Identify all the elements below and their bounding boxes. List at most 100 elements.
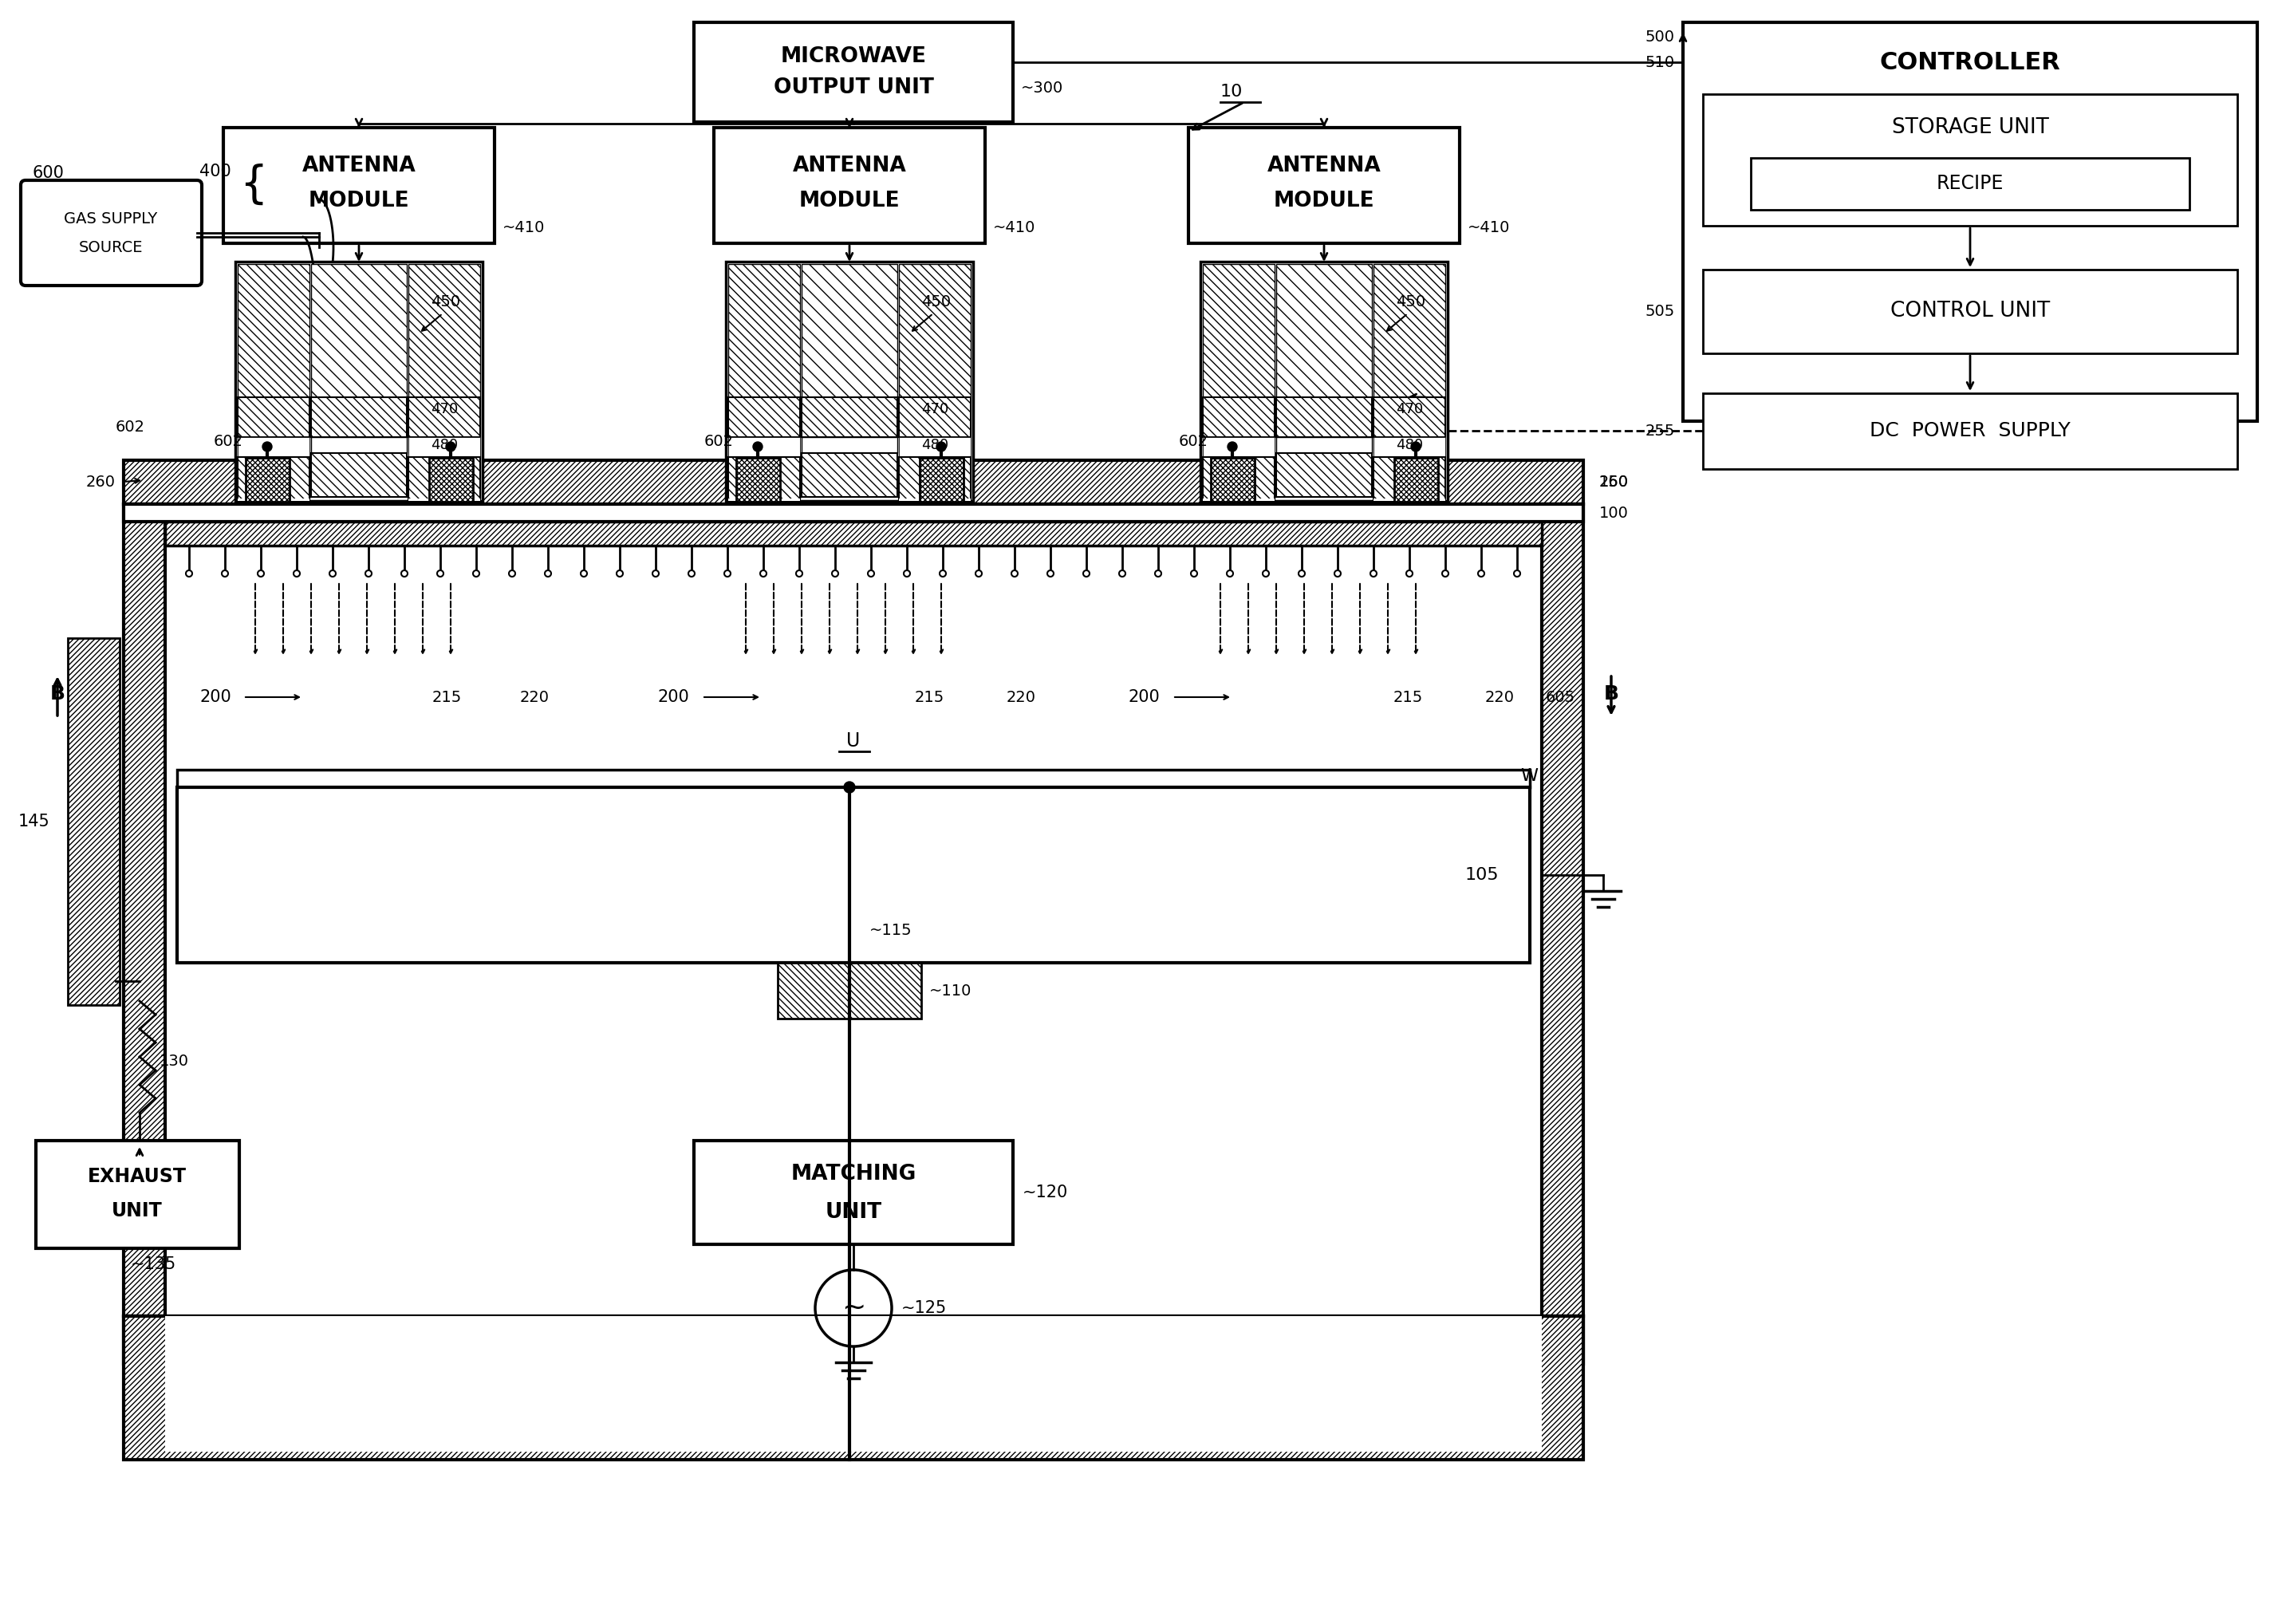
Bar bbox=[713, 128, 984, 244]
Text: STORAGE UNIT: STORAGE UNIT bbox=[1891, 117, 2048, 138]
Text: 600: 600 bbox=[32, 166, 64, 180]
Text: MATCHING: MATCHING bbox=[790, 1164, 916, 1184]
Circle shape bbox=[446, 442, 456, 451]
Bar bbox=[178, 770, 1531, 788]
Bar bbox=[802, 453, 898, 497]
Text: 602: 602 bbox=[116, 419, 146, 434]
Text: 470: 470 bbox=[920, 403, 948, 416]
Bar bbox=[729, 499, 800, 500]
Text: 130: 130 bbox=[159, 1054, 189, 1069]
Circle shape bbox=[1371, 570, 1376, 577]
Circle shape bbox=[795, 570, 802, 577]
Text: 200: 200 bbox=[1128, 689, 1160, 705]
Text: MODULE: MODULE bbox=[308, 190, 410, 211]
Bar bbox=[123, 1315, 1583, 1364]
Circle shape bbox=[904, 570, 911, 577]
Bar bbox=[1203, 499, 1276, 500]
Text: RECIPE: RECIPE bbox=[1936, 174, 2005, 193]
Circle shape bbox=[508, 570, 515, 577]
Circle shape bbox=[401, 570, 408, 577]
Bar bbox=[900, 437, 970, 456]
Bar bbox=[237, 437, 310, 456]
Circle shape bbox=[1228, 570, 1232, 577]
Text: 450: 450 bbox=[431, 294, 460, 309]
Bar bbox=[900, 398, 970, 437]
Bar bbox=[1374, 437, 1444, 456]
Bar bbox=[178, 788, 1531, 963]
Text: ANTENNA: ANTENNA bbox=[793, 156, 907, 177]
Circle shape bbox=[330, 570, 335, 577]
Bar bbox=[695, 23, 1014, 122]
Bar bbox=[1683, 23, 2257, 421]
Bar bbox=[1212, 458, 1255, 502]
Bar bbox=[1374, 499, 1444, 500]
Text: 145: 145 bbox=[18, 814, 50, 830]
Circle shape bbox=[1191, 570, 1198, 577]
Bar bbox=[312, 437, 408, 453]
Circle shape bbox=[257, 570, 264, 577]
Circle shape bbox=[617, 570, 622, 577]
Bar bbox=[736, 458, 779, 502]
Text: 220: 220 bbox=[519, 690, 549, 705]
Text: 480: 480 bbox=[1396, 438, 1424, 451]
Text: 602: 602 bbox=[214, 434, 244, 448]
Bar bbox=[802, 398, 898, 437]
Circle shape bbox=[936, 442, 945, 451]
Circle shape bbox=[1410, 442, 1421, 451]
Bar bbox=[1203, 398, 1276, 437]
Text: ANTENNA: ANTENNA bbox=[303, 156, 417, 177]
Text: CONTROL UNIT: CONTROL UNIT bbox=[1891, 300, 2050, 322]
Text: MICROWAVE: MICROWAVE bbox=[781, 45, 927, 67]
Bar bbox=[408, 265, 481, 499]
Circle shape bbox=[1335, 570, 1342, 577]
Bar bbox=[68, 638, 121, 1005]
Text: 510: 510 bbox=[1645, 55, 1674, 70]
Text: 105: 105 bbox=[1465, 867, 1499, 883]
Circle shape bbox=[1478, 570, 1485, 577]
Bar bbox=[237, 398, 310, 437]
Bar bbox=[1276, 453, 1371, 497]
Bar bbox=[246, 458, 289, 502]
Bar bbox=[727, 261, 973, 500]
Bar bbox=[123, 1315, 1583, 1460]
Text: 505: 505 bbox=[1645, 304, 1674, 318]
Bar bbox=[1374, 265, 1444, 499]
Bar bbox=[729, 456, 800, 500]
Circle shape bbox=[1082, 570, 1089, 577]
Bar bbox=[1704, 94, 2237, 226]
Circle shape bbox=[1262, 570, 1269, 577]
Bar bbox=[1276, 398, 1371, 437]
Bar bbox=[1276, 265, 1371, 400]
Bar bbox=[920, 458, 964, 502]
Text: 255: 255 bbox=[1645, 424, 1674, 438]
Circle shape bbox=[724, 570, 731, 577]
Bar bbox=[237, 499, 310, 500]
Text: EXHAUST: EXHAUST bbox=[89, 1168, 187, 1186]
Text: ~410: ~410 bbox=[993, 219, 1036, 235]
Circle shape bbox=[843, 781, 854, 793]
Text: 470: 470 bbox=[1396, 403, 1424, 416]
Circle shape bbox=[1228, 442, 1237, 451]
Bar bbox=[1704, 393, 2237, 469]
Text: 260: 260 bbox=[87, 474, 116, 489]
Bar bbox=[408, 398, 481, 437]
Text: ~135: ~135 bbox=[130, 1257, 175, 1272]
Text: 602: 602 bbox=[1180, 434, 1207, 448]
Circle shape bbox=[187, 570, 191, 577]
Circle shape bbox=[581, 570, 588, 577]
Bar bbox=[1201, 261, 1449, 500]
Circle shape bbox=[1515, 570, 1519, 577]
Bar bbox=[408, 456, 481, 500]
Circle shape bbox=[1155, 570, 1162, 577]
Text: 200: 200 bbox=[200, 689, 230, 705]
Text: 400: 400 bbox=[200, 164, 232, 180]
Text: 450: 450 bbox=[1396, 294, 1426, 309]
Text: 470: 470 bbox=[431, 403, 458, 416]
Text: 215: 215 bbox=[433, 690, 462, 705]
Text: GAS SUPPLY: GAS SUPPLY bbox=[64, 211, 157, 226]
Text: OUTPUT UNIT: OUTPUT UNIT bbox=[772, 78, 934, 97]
Bar bbox=[1374, 398, 1444, 437]
Bar bbox=[729, 437, 800, 456]
Text: ~: ~ bbox=[841, 1294, 866, 1322]
Bar bbox=[1704, 270, 2237, 354]
